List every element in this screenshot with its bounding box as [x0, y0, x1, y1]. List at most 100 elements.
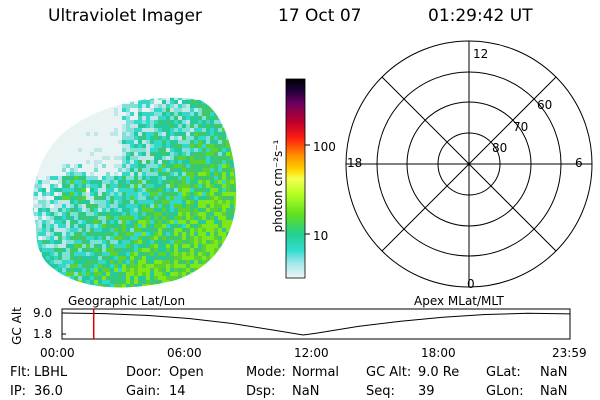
image-pixel [70, 268, 74, 272]
image-pixel [234, 196, 237, 200]
image-pixel [118, 204, 122, 208]
image-pixel [66, 268, 70, 272]
image-pixel [206, 188, 210, 192]
image-pixel [170, 104, 174, 108]
image-pixel [34, 220, 38, 224]
image-pixel [170, 236, 174, 240]
image-pixel [142, 184, 146, 188]
image-pixel [58, 168, 62, 172]
image-pixel [178, 152, 182, 156]
image-pixel [126, 232, 130, 236]
image-pixel [130, 228, 134, 232]
image-pixel [90, 272, 94, 276]
image-pixel [198, 108, 202, 112]
image-pixel [190, 200, 194, 204]
image-pixel [158, 152, 162, 156]
image-pixel [122, 116, 126, 120]
image-pixel [146, 200, 150, 204]
image-pixel [170, 228, 174, 232]
image-pixel [78, 172, 82, 176]
image-pixel [170, 164, 174, 168]
image-pixel [150, 112, 154, 116]
image-pixel [226, 168, 230, 172]
image-pixel [146, 180, 150, 184]
image-pixel [50, 260, 54, 264]
image-pixel [190, 168, 194, 172]
image-pixel [190, 108, 194, 112]
image-pixel [210, 248, 214, 252]
image-pixel [162, 136, 166, 140]
image-pixel [174, 264, 178, 268]
image-pixel [74, 212, 78, 216]
image-pixel [126, 248, 130, 252]
image-pixel [162, 256, 166, 260]
image-pixel [62, 196, 66, 200]
image-pixel [42, 156, 46, 160]
image-pixel [106, 144, 110, 148]
image-pixel [102, 204, 106, 208]
image-pixel [166, 216, 170, 220]
image-pixel [118, 176, 122, 180]
image-pixel [74, 184, 78, 188]
image-pixel [110, 136, 114, 140]
image-pixel [206, 128, 210, 132]
image-pixel [182, 216, 186, 220]
image-pixel [110, 276, 114, 280]
image-pixel [130, 184, 134, 188]
image-pixel [114, 248, 118, 252]
image-pixel [194, 212, 198, 216]
image-pixel [118, 132, 122, 136]
image-pixel [230, 184, 234, 188]
image-pixel [78, 144, 82, 148]
image-pixel [158, 168, 162, 172]
image-pixel [170, 204, 174, 208]
image-pixel [82, 220, 86, 224]
image-pixel [202, 236, 206, 240]
image-pixel [106, 192, 110, 196]
image-pixel [118, 108, 122, 112]
image-pixel [178, 180, 182, 184]
image-pixel [102, 200, 106, 204]
image-pixel [202, 128, 206, 132]
image-pixel [218, 224, 222, 228]
image-pixel [122, 244, 126, 248]
image-pixel [158, 224, 162, 228]
image-pixel [54, 140, 58, 144]
image-pixel [114, 272, 118, 276]
image-pixel [34, 216, 38, 220]
image-pixel [162, 132, 166, 136]
image-pixel [122, 156, 126, 160]
image-pixel [194, 116, 198, 120]
image-pixel [166, 188, 170, 192]
altitude-curve [61, 312, 570, 336]
image-pixel [190, 160, 194, 164]
image-pixel [142, 152, 146, 156]
image-pixel [33, 208, 34, 212]
image-pixel [218, 164, 222, 168]
image-pixel [222, 168, 226, 172]
image-pixel [166, 236, 170, 240]
image-pixel [46, 184, 50, 188]
image-pixel [106, 128, 110, 132]
image-pixel [66, 200, 70, 204]
image-pixel [78, 220, 82, 224]
image-pixel [158, 144, 162, 148]
image-pixel [198, 168, 202, 172]
image-pixel [130, 256, 134, 260]
image-pixel [106, 252, 110, 256]
image-pixel [222, 128, 226, 132]
image-pixel [194, 164, 198, 168]
image-pixel [66, 180, 70, 184]
image-pixel [222, 136, 226, 140]
image-pixel [230, 168, 234, 172]
image-pixel [82, 136, 86, 140]
image-pixel [142, 132, 146, 136]
image-pixel [186, 120, 190, 124]
image-pixel [218, 176, 222, 180]
image-pixel [54, 236, 58, 240]
image-pixel [206, 252, 210, 256]
image-pixel [82, 164, 86, 168]
image-pixel [218, 180, 222, 184]
image-pixel [206, 192, 210, 196]
image-pixel [182, 152, 186, 156]
